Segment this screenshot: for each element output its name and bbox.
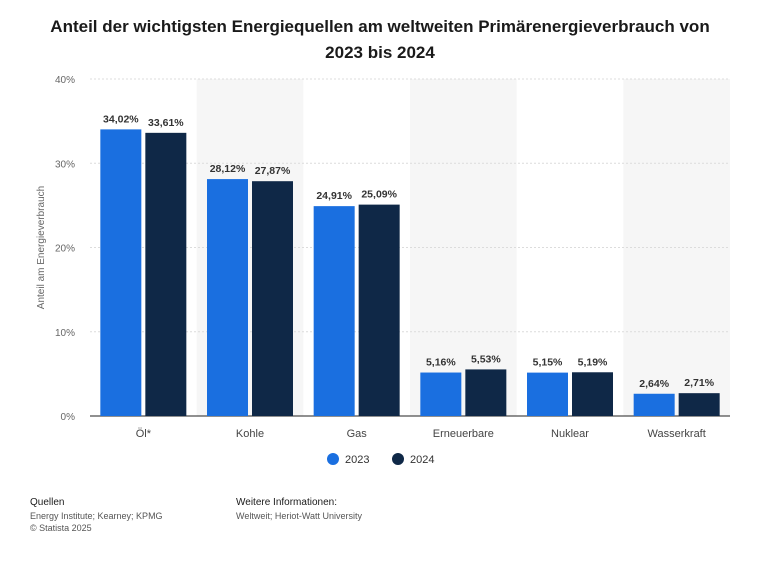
y-tick-label: 30% [55,159,75,170]
data-label: 33,61% [148,117,184,129]
bar-2024 [465,369,507,416]
y-tick-label: 40% [55,75,75,86]
y-tick-label: 20% [55,244,75,255]
x-tick-label: Öl* [136,428,152,440]
bar-2023 [633,393,675,416]
info-block: Weitere Informationen: Weltweit; Heriot-… [236,497,362,522]
sources-text: Energy Institute; Kearney; KPMG [30,511,163,521]
info-heading: Weitere Informationen: [236,497,337,508]
bar-2024 [252,181,293,416]
x-tick-label: Nuklear [551,428,589,440]
bar-2023 [527,372,568,416]
data-label: 5,19% [578,356,608,368]
bar-2024 [572,372,613,416]
bar-2023 [420,372,462,416]
data-label: 27,87% [255,165,291,177]
data-label: 28,12% [210,163,246,175]
bar-2023 [100,129,142,416]
sources-block: Quellen Energy Institute; Kearney; KPMG … [30,497,163,534]
copyright-text: © Statista 2025 [30,523,92,533]
x-tick-label: Gas [347,428,368,440]
x-tick-label: Erneuerbare [433,428,494,440]
legend-marker-2024 [392,453,404,465]
bar-2024 [145,132,187,416]
info-text: Weltweit; Heriot-Watt University [236,511,363,521]
chart-title-line2: 2023 bis 2024 [325,43,435,62]
x-tick-label: Wasserkraft [648,428,706,440]
legend-label: 2023 [345,454,369,466]
y-tick-label: 10% [55,328,75,339]
data-label: 34,02% [103,113,139,125]
sources-heading: Quellen [30,497,65,508]
chart-title-line1: Anteil der wichtigsten Energiequellen am… [50,17,710,36]
bar-2024 [358,204,400,416]
data-label: 2,71% [684,377,714,389]
bar-2023 [207,179,248,416]
data-label: 2,64% [639,378,669,390]
y-tick-label: 0% [61,412,76,423]
data-label: 24,91% [316,190,352,202]
data-label: 5,16% [426,357,456,369]
x-tick-label: Kohle [236,428,264,440]
bar-2023 [313,206,355,416]
data-label: 25,09% [361,189,397,201]
legend-label: 2024 [410,454,434,466]
chart-title: Anteil der wichtigsten Energiequellen am… [20,14,740,66]
category-band [623,79,730,416]
bar-2024 [678,393,720,416]
y-axis-label: Anteil am Energieverbrauch [36,186,47,309]
legend-marker-2023 [327,453,339,465]
data-label: 5,53% [471,353,501,365]
data-label: 5,15% [533,357,563,369]
